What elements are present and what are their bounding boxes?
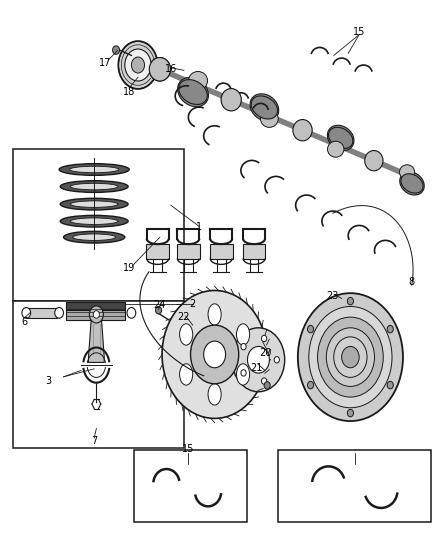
Circle shape (204, 341, 226, 368)
Ellipse shape (250, 94, 279, 121)
Bar (177, 244, 200, 259)
Ellipse shape (293, 119, 312, 141)
Ellipse shape (70, 166, 119, 173)
Circle shape (342, 346, 359, 368)
Bar (13, 301, 184, 448)
Text: 21: 21 (250, 363, 262, 373)
Ellipse shape (60, 198, 128, 210)
Circle shape (387, 325, 393, 333)
Ellipse shape (222, 89, 241, 110)
Ellipse shape (208, 384, 221, 405)
Ellipse shape (365, 150, 383, 171)
Circle shape (232, 328, 285, 392)
Circle shape (113, 46, 120, 54)
Ellipse shape (149, 58, 170, 81)
Ellipse shape (208, 304, 221, 325)
Ellipse shape (188, 71, 208, 90)
Ellipse shape (401, 174, 423, 193)
Text: 3: 3 (45, 376, 51, 386)
Ellipse shape (328, 141, 344, 157)
Bar (66, 302, 125, 310)
Circle shape (155, 306, 162, 314)
Bar (243, 244, 265, 259)
Circle shape (264, 382, 270, 389)
Circle shape (387, 382, 393, 389)
Circle shape (326, 328, 374, 386)
Circle shape (307, 382, 314, 389)
Text: 24: 24 (154, 300, 166, 310)
Bar (210, 244, 233, 259)
Text: 20: 20 (259, 348, 271, 358)
Ellipse shape (327, 125, 354, 150)
Circle shape (241, 343, 246, 350)
Text: 18: 18 (123, 87, 135, 96)
Circle shape (22, 308, 31, 318)
Ellipse shape (60, 181, 128, 192)
Circle shape (334, 337, 367, 377)
Ellipse shape (180, 364, 193, 385)
Circle shape (191, 325, 239, 384)
Circle shape (93, 311, 99, 318)
Circle shape (274, 357, 279, 363)
Ellipse shape (399, 165, 415, 180)
Circle shape (131, 57, 145, 73)
Ellipse shape (71, 201, 118, 207)
Ellipse shape (294, 120, 311, 140)
Ellipse shape (179, 79, 207, 104)
Text: 19: 19 (123, 263, 135, 272)
Circle shape (309, 306, 392, 408)
Bar (134, 450, 247, 522)
Text: 15: 15 (353, 27, 365, 37)
Bar (278, 450, 431, 522)
Circle shape (261, 378, 267, 384)
Ellipse shape (149, 58, 170, 81)
Bar (26, 308, 57, 318)
Circle shape (125, 49, 151, 81)
Ellipse shape (251, 96, 278, 119)
Bar (13, 149, 184, 301)
Ellipse shape (71, 218, 118, 224)
Circle shape (55, 308, 64, 318)
Ellipse shape (64, 231, 125, 243)
Circle shape (347, 297, 353, 305)
Circle shape (127, 308, 136, 318)
Bar (66, 305, 125, 320)
Text: 8: 8 (409, 278, 415, 287)
Text: 23: 23 (327, 291, 339, 301)
Circle shape (118, 41, 158, 89)
Circle shape (347, 409, 353, 417)
Circle shape (162, 290, 267, 418)
Circle shape (307, 325, 314, 333)
Ellipse shape (59, 164, 129, 175)
Polygon shape (88, 321, 104, 362)
Ellipse shape (400, 172, 424, 195)
Circle shape (247, 346, 269, 373)
Text: 22: 22 (178, 312, 190, 322)
Circle shape (241, 370, 246, 376)
Circle shape (261, 335, 267, 342)
Ellipse shape (60, 215, 128, 227)
Text: 1: 1 (196, 222, 202, 231)
Ellipse shape (180, 324, 193, 345)
Ellipse shape (221, 88, 241, 111)
Ellipse shape (261, 110, 278, 127)
Text: 6: 6 (21, 317, 27, 327)
Circle shape (89, 306, 103, 323)
Text: 17: 17 (99, 58, 111, 68)
Ellipse shape (73, 234, 116, 240)
Text: 16: 16 (165, 64, 177, 74)
Ellipse shape (237, 324, 250, 345)
Text: 15: 15 (182, 445, 194, 454)
Ellipse shape (178, 77, 208, 107)
Circle shape (318, 317, 383, 397)
Ellipse shape (71, 183, 118, 190)
Circle shape (298, 293, 403, 421)
Ellipse shape (237, 364, 250, 385)
Ellipse shape (366, 152, 381, 169)
Text: 2: 2 (190, 299, 196, 309)
Ellipse shape (328, 127, 353, 149)
Bar (146, 244, 169, 259)
Text: 7: 7 (91, 437, 97, 446)
